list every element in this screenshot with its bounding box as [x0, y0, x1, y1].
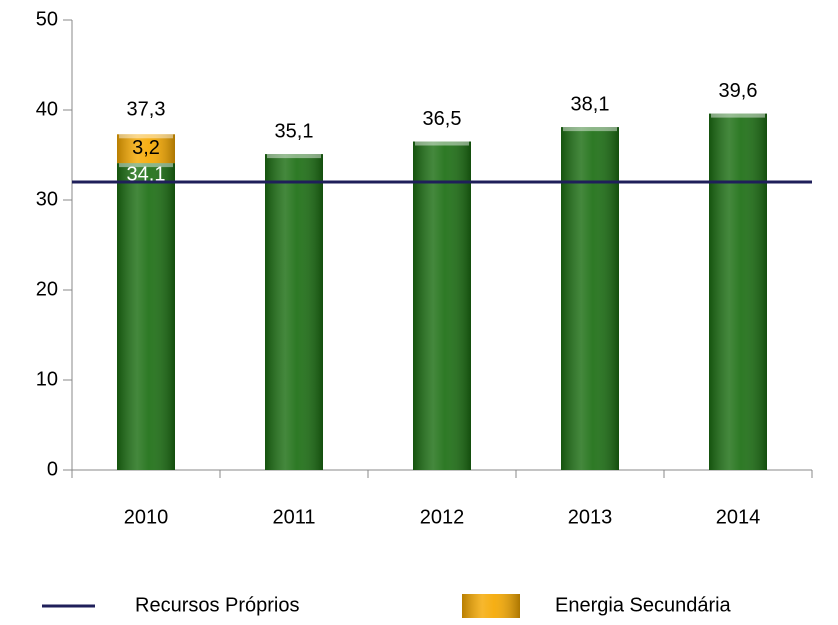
y-tick-label: 40 [36, 98, 58, 120]
x-tick-label: 2012 [420, 506, 465, 528]
bar-shine [117, 134, 175, 164]
bar-cap [267, 154, 321, 159]
bar-shine [265, 154, 323, 470]
legend-label: Recursos Próprios [135, 594, 300, 616]
x-tick-label: 2010 [124, 506, 169, 528]
bar-shine [709, 113, 767, 470]
bar-cap [119, 163, 173, 168]
data-label: 39,6 [719, 80, 758, 102]
data-label: 3,2 [132, 137, 160, 159]
total-label: 37,3 [127, 99, 166, 121]
bar-cap [415, 141, 469, 146]
legend-label: Energia Secundária [555, 594, 732, 616]
y-tick-label: 20 [36, 278, 58, 300]
y-tick-label: 10 [36, 368, 58, 390]
x-tick-label: 2011 [272, 506, 315, 528]
data-label: 38,1 [571, 93, 610, 115]
bar-cap [563, 127, 617, 132]
x-tick-label: 2013 [568, 506, 613, 528]
data-label: 34,1 [127, 163, 166, 185]
bar-shine [561, 127, 619, 470]
y-tick-label: 0 [47, 458, 58, 480]
bar-cap [711, 113, 765, 118]
y-tick-label: 50 [36, 8, 58, 30]
data-label: 35,1 [275, 120, 314, 142]
bar-cap [119, 134, 173, 139]
y-tick-label: 30 [36, 188, 58, 210]
bar-shine [413, 141, 471, 470]
bar-shine [117, 163, 175, 470]
x-tick-label: 2014 [716, 506, 761, 528]
data-label: 36,5 [423, 108, 462, 130]
legend-swatch-shine [462, 594, 520, 618]
